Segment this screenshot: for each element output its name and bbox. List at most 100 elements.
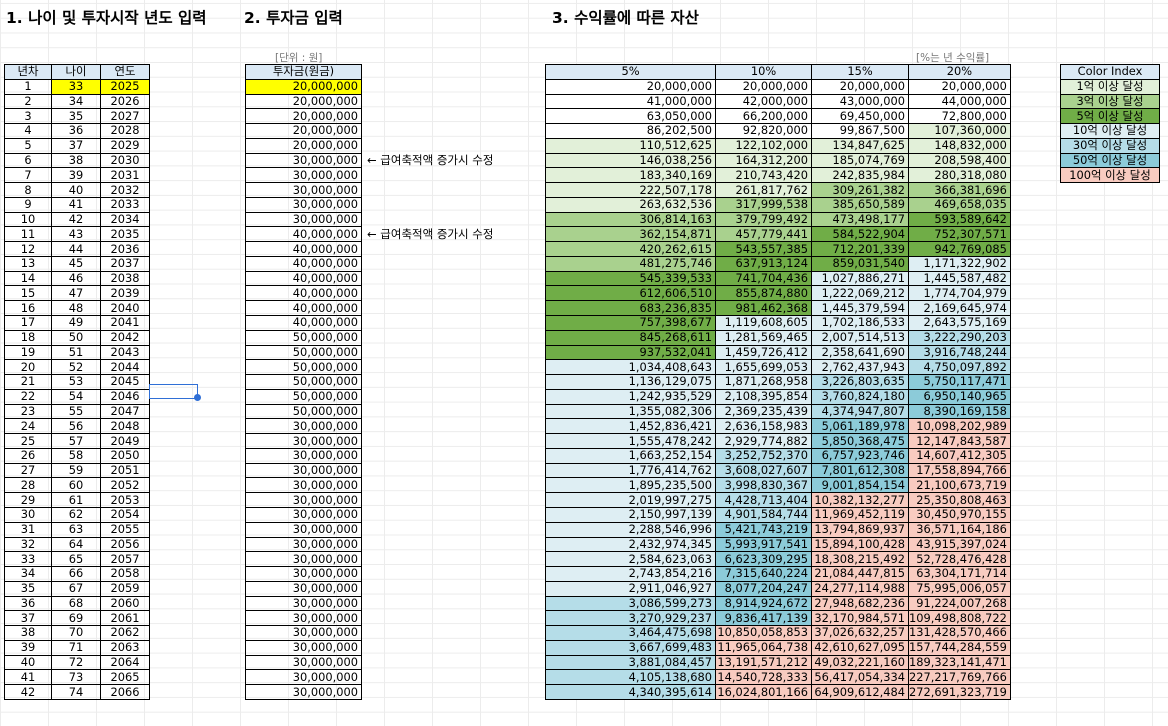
year-count-cell[interactable]: 26 [4,447,52,464]
asset-cell[interactable]: 683,236,835 [545,300,716,317]
year-cell[interactable]: 2044 [100,359,150,376]
asset-cell[interactable]: 222,507,178 [545,182,716,198]
asset-cell[interactable]: 42,610,627,095 [811,639,909,656]
asset-cell[interactable]: 272,691,323,719 [908,684,1011,700]
investment-cell[interactable]: 30,000,000 [245,477,362,494]
asset-cell[interactable]: 86,202,500 [545,123,716,139]
asset-cell[interactable]: 3,916,748,244 [908,344,1011,361]
year-cell[interactable]: 2031 [100,167,150,184]
asset-cell[interactable]: 362,154,871 [545,226,716,243]
year-count-cell[interactable]: 9 [4,196,52,213]
investment-cell[interactable]: 30,000,000 [245,196,362,213]
investment-cell[interactable]: 30,000,000 [245,492,362,508]
asset-cell[interactable]: 63,304,171,714 [908,566,1011,582]
asset-cell[interactable]: 63,050,000 [545,108,716,125]
asset-cell[interactable]: 9,836,417,139 [715,610,812,627]
age-cell[interactable]: 72 [51,654,101,671]
asset-cell[interactable]: 593,589,642 [908,211,1011,228]
asset-cell[interactable]: 1,776,414,762 [545,462,716,479]
investment-cell[interactable]: 30,000,000 [245,566,362,582]
year-cell[interactable]: 2027 [100,108,150,125]
age-cell[interactable]: 63 [51,521,101,538]
year-count-cell[interactable]: 2 [4,93,52,110]
age-cell[interactable]: 45 [51,255,101,272]
year-cell[interactable]: 2028 [100,123,150,139]
asset-cell[interactable]: 1,027,886,271 [811,270,909,287]
asset-cell[interactable]: 3,464,475,698 [545,625,716,641]
asset-cell[interactable]: 21,084,447,815 [811,566,909,582]
investment-cell[interactable]: 30,000,000 [245,182,362,198]
age-cell[interactable]: 39 [51,167,101,184]
age-cell[interactable]: 50 [51,329,101,346]
year-count-cell[interactable]: 31 [4,521,52,538]
asset-cell[interactable]: 859,031,540 [811,255,909,272]
asset-cell[interactable]: 3,667,699,483 [545,639,716,656]
asset-cell[interactable]: 6,950,140,965 [908,388,1011,405]
year-count-cell[interactable]: 35 [4,580,52,597]
asset-cell[interactable]: 11,969,452,119 [811,506,909,523]
asset-cell[interactable]: 1,663,252,154 [545,447,716,464]
year-cell[interactable]: 2033 [100,196,150,213]
asset-cell[interactable]: 14,540,728,333 [715,669,812,686]
asset-cell[interactable]: 280,318,080 [908,167,1011,184]
year-count-cell[interactable]: 30 [4,506,52,523]
age-cell[interactable]: 44 [51,241,101,257]
asset-cell[interactable]: 263,632,536 [545,196,716,213]
age-cell[interactable]: 52 [51,359,101,376]
investment-cell[interactable]: 20,000,000 [245,78,362,95]
year-cell[interactable]: 2055 [100,521,150,538]
asset-cell[interactable]: 66,200,000 [715,108,812,125]
asset-cell[interactable]: 3,608,027,607 [715,462,812,479]
year-cell[interactable]: 2065 [100,669,150,686]
asset-cell[interactable]: 1,034,408,643 [545,359,716,376]
age-cell[interactable]: 74 [51,684,101,700]
asset-cell[interactable]: 72,800,000 [908,108,1011,125]
asset-cell[interactable]: 1,171,322,902 [908,255,1011,272]
year-count-cell[interactable]: 18 [4,329,52,346]
asset-cell[interactable]: 13,191,571,212 [715,654,812,671]
age-cell[interactable]: 68 [51,595,101,612]
year-cell[interactable]: 2049 [100,433,150,449]
year-cell[interactable]: 2051 [100,462,150,479]
year-cell[interactable]: 2064 [100,654,150,671]
investment-cell[interactable]: 30,000,000 [245,669,362,686]
asset-cell[interactable]: 14,607,412,305 [908,447,1011,464]
year-count-cell[interactable]: 12 [4,241,52,257]
year-count-cell[interactable]: 13 [4,255,52,272]
asset-cell[interactable]: 2,369,235,439 [715,403,812,420]
asset-cell[interactable]: 3,998,830,367 [715,477,812,494]
year-cell[interactable]: 2037 [100,255,150,272]
year-cell[interactable]: 2047 [100,403,150,420]
asset-cell[interactable]: 2,911,046,927 [545,580,716,597]
investment-cell[interactable]: 20,000,000 [245,123,362,139]
investment-cell[interactable]: 40,000,000 [245,315,362,331]
asset-cell[interactable]: 1,702,186,533 [811,315,909,331]
year-cell[interactable]: 2060 [100,595,150,612]
year-cell[interactable]: 2032 [100,182,150,198]
investment-cell[interactable]: 30,000,000 [245,639,362,656]
asset-cell[interactable]: 210,743,420 [715,167,812,184]
asset-cell[interactable]: 5,993,917,541 [715,536,812,553]
age-cell[interactable]: 59 [51,462,101,479]
asset-cell[interactable]: 1,355,082,306 [545,403,716,420]
asset-cell[interactable]: 2,743,854,216 [545,566,716,582]
year-cell[interactable]: 2035 [100,226,150,243]
asset-cell[interactable]: 92,820,000 [715,123,812,139]
age-cell[interactable]: 69 [51,610,101,627]
year-count-cell[interactable]: 7 [4,167,52,184]
asset-cell[interactable]: 1,119,608,605 [715,315,812,331]
age-cell[interactable]: 36 [51,123,101,139]
year-count-cell[interactable]: 4 [4,123,52,139]
asset-cell[interactable]: 942,769,085 [908,241,1011,257]
asset-cell[interactable]: 1,445,379,594 [811,300,909,317]
asset-cell[interactable]: 543,557,385 [715,241,812,257]
investment-cell[interactable]: 50,000,000 [245,374,362,390]
asset-cell[interactable]: 56,417,054,334 [811,669,909,686]
age-cell[interactable]: 42 [51,211,101,228]
age-cell[interactable]: 48 [51,300,101,317]
asset-cell[interactable]: 2,150,997,139 [545,506,716,523]
year-count-cell[interactable]: 10 [4,211,52,228]
investment-cell[interactable]: 30,000,000 [245,211,362,228]
asset-cell[interactable]: 32,170,984,571 [811,610,909,627]
year-cell[interactable]: 2058 [100,566,150,582]
